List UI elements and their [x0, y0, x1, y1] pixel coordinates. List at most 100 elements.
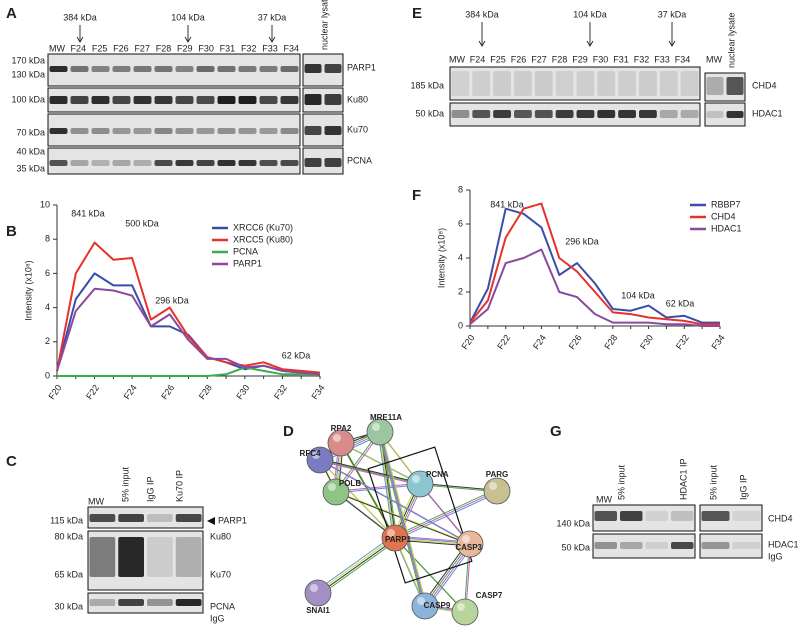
node-label: PARP1 — [385, 535, 412, 544]
node-label: MRE11A — [370, 413, 402, 422]
annotation: 62 kDa — [282, 350, 311, 360]
band — [175, 160, 194, 166]
network-edge — [380, 432, 427, 607]
network-edge — [336, 484, 421, 494]
band — [196, 66, 215, 72]
band — [118, 599, 144, 606]
arrow-head — [76, 36, 84, 43]
band — [217, 160, 236, 166]
band — [91, 66, 110, 72]
lane-label: F24 — [71, 43, 87, 53]
band — [118, 514, 144, 522]
series-line — [469, 248, 720, 327]
band — [49, 66, 68, 72]
network-node — [451, 598, 479, 626]
band — [89, 537, 116, 577]
y-axis-label: Intensity (x10⁸) — [23, 260, 33, 320]
x-tick-label: F24 — [531, 333, 548, 351]
lane-label: MW — [706, 54, 722, 64]
band — [555, 71, 574, 96]
band — [259, 160, 278, 166]
lane-label: F31 — [220, 43, 236, 53]
legend-label: HDAC1 — [711, 223, 742, 233]
band — [175, 514, 202, 522]
y-tick-label: 8 — [45, 234, 50, 244]
band — [451, 110, 470, 118]
x-tick-label: F28 — [197, 383, 214, 401]
protein-label: Ku70 — [347, 124, 368, 134]
network-node — [304, 579, 332, 607]
band — [154, 96, 173, 104]
y-tick-label: 0 — [45, 370, 50, 380]
blot — [87, 506, 204, 529]
lane-label: F25 — [92, 43, 108, 53]
mw-label: 50 kDa — [415, 108, 444, 118]
node-label: PARG — [486, 470, 509, 479]
band — [534, 71, 553, 96]
protein-label: Ku80 — [210, 531, 231, 541]
lane-label: F30 — [593, 54, 609, 64]
band — [472, 110, 491, 118]
mw-label: 185 kDa — [410, 80, 444, 90]
lane-label: F28 — [552, 54, 568, 64]
mw-label: 140 kDa — [556, 518, 590, 528]
blot — [449, 66, 701, 101]
protein-label: IgG — [768, 551, 783, 561]
arrow-head — [184, 36, 192, 43]
band — [147, 599, 173, 606]
band — [645, 542, 668, 549]
protein-label: Ku80 — [347, 94, 368, 104]
band — [324, 158, 342, 167]
band — [217, 96, 236, 104]
lane-label: F27 — [134, 43, 150, 53]
band — [618, 71, 636, 96]
lane-label: F34 — [284, 43, 300, 53]
node-label: SNAI1 — [306, 606, 330, 615]
lane-label: nuclear lysate — [726, 12, 736, 68]
band — [732, 542, 761, 549]
annotation: 296 kDa — [565, 236, 599, 246]
node-shine — [387, 529, 395, 537]
node-label: RPA2 — [331, 424, 352, 433]
mw-label: 65 kDa — [54, 569, 83, 579]
arrow-head — [207, 517, 215, 525]
y-tick-label: 2 — [458, 286, 463, 296]
lane-label: F25 — [490, 54, 506, 64]
mw-label: 50 kDa — [561, 542, 590, 552]
x-tick-label: F22 — [84, 383, 101, 401]
y-tick-label: 2 — [45, 336, 50, 346]
lane-label: F26 — [511, 54, 527, 64]
mw-label: 100 kDa — [11, 94, 45, 104]
band — [238, 66, 257, 72]
network-edge — [377, 429, 424, 605]
protein-label: HDAC1 — [768, 539, 799, 549]
mw-label: 35 kDa — [16, 163, 45, 173]
y-tick-label: 8 — [458, 184, 463, 194]
protein-label: CHD4 — [768, 513, 793, 523]
network-edge — [319, 458, 470, 544]
node-shine — [489, 482, 497, 490]
annotation: 62 kDa — [666, 298, 695, 308]
band — [472, 71, 491, 96]
band — [304, 158, 322, 167]
lane-label: MW — [449, 54, 465, 64]
band — [671, 511, 694, 521]
network-edge — [335, 482, 420, 492]
band — [659, 110, 678, 118]
blot — [47, 113, 301, 147]
panel-label: A — [6, 5, 17, 22]
blot — [47, 87, 301, 113]
annotation: 296 kDa — [155, 295, 189, 305]
band — [324, 64, 342, 73]
band — [147, 514, 173, 522]
band — [49, 96, 68, 104]
x-tick-label: F24 — [122, 383, 139, 401]
mw-label: 40 kDa — [16, 146, 45, 156]
mw-label: 70 kDa — [16, 127, 45, 137]
series-line — [56, 287, 321, 376]
node-label: POLB — [339, 479, 361, 488]
lane-label: F29 — [177, 43, 193, 53]
panel-label: B — [6, 223, 17, 240]
band — [70, 128, 89, 134]
legend-label: CHD4 — [711, 211, 736, 221]
